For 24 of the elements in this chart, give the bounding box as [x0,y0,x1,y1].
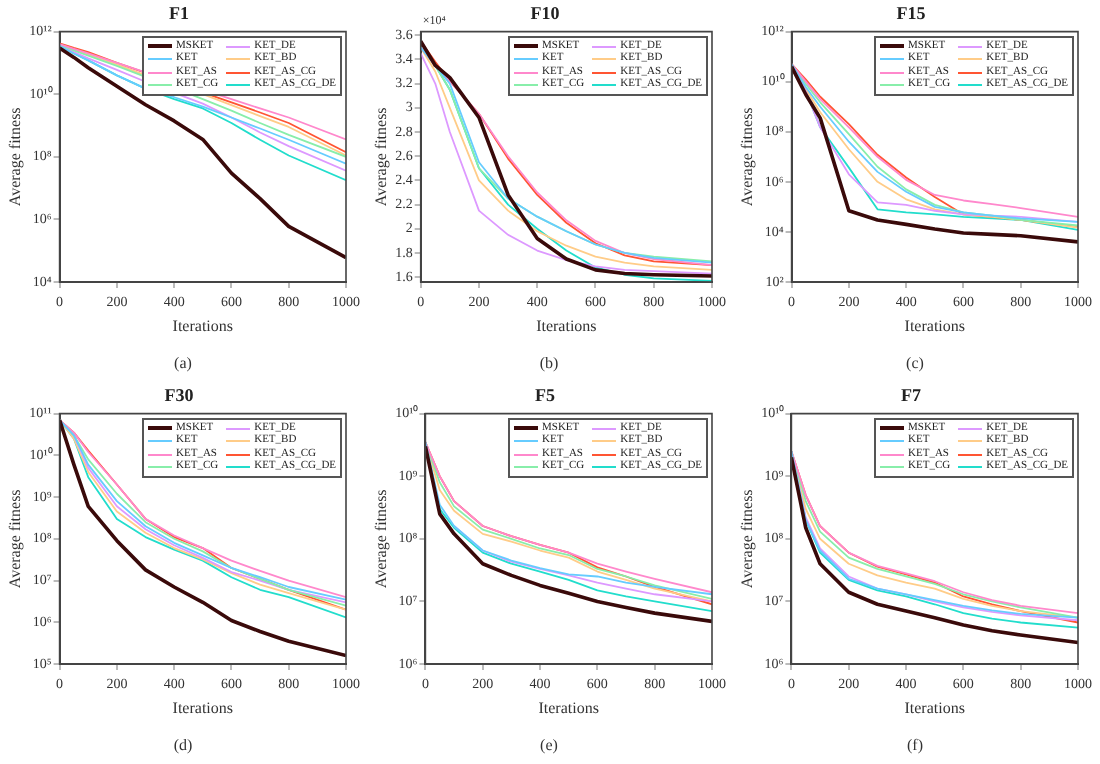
chart-title: F30 [164,385,195,406]
text: (b) [537,354,561,372]
x-axis-title: Iterations [172,316,234,335]
y-axis-title: Average fitness [5,107,24,207]
text: (f) [905,736,925,754]
x-axis-title: Iterations [536,316,597,335]
chart-title: F10 [530,3,561,24]
text: (d) [171,736,195,754]
y-axis-title: Average fitness [371,489,390,589]
x-axis-title: Iterations [904,698,965,717]
text: (c) [904,354,926,372]
x-axis-title: Iterations [904,316,966,335]
chart-title: F7 [901,385,922,406]
x-axis-title: Iterations [172,698,234,717]
chart-title: F1 [169,3,190,24]
y-axis-title: Average fitness [371,107,390,207]
y-axis-title: Average fitness [737,107,756,207]
text: (a) [172,354,194,372]
x-axis-title: Iterations [538,698,599,717]
y-axis-title: Average fitness [737,489,756,589]
chart-title: F15 [896,3,927,24]
chart-title: F5 [535,385,556,406]
y-axis-title: Average fitness [5,489,24,589]
text: (e) [538,736,560,754]
